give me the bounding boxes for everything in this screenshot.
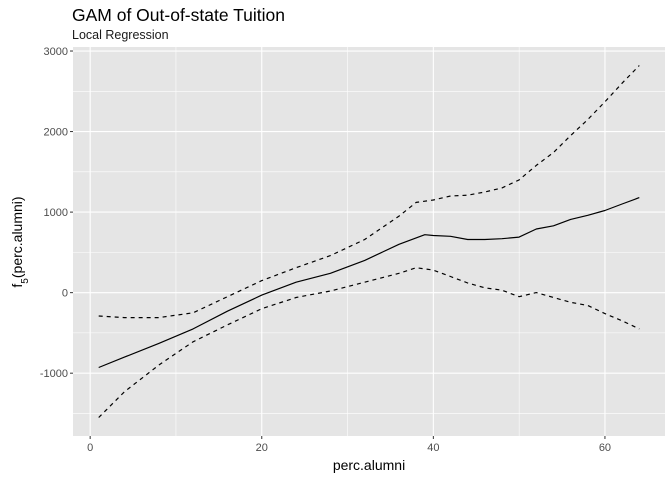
chart-title: GAM of Out-of-state Tuition [72, 5, 285, 25]
y-tick-label: 1000 [44, 207, 68, 219]
chart-subtitle: Local Regression [72, 28, 169, 42]
y-axis-title-subscript: 5 [20, 278, 31, 284]
y-axis-title: f5(perc.alumni) [9, 196, 31, 287]
series-line-3 [98, 267, 640, 418]
y-tick-label: 2000 [44, 127, 68, 139]
y-tick-label: 0 [62, 288, 68, 300]
x-tick-label: 60 [599, 442, 611, 454]
y-tick-label: -1000 [40, 368, 68, 380]
series-line-1 [98, 197, 640, 369]
y-tick-label: 3000 [44, 46, 68, 58]
grid-lines [73, 47, 665, 436]
x-tick-label: 20 [256, 442, 268, 454]
x-axis-title: perc.alumni [333, 457, 405, 473]
plot-panel [73, 47, 665, 436]
y-axis-title-suffix: (perc.alumni) [9, 196, 25, 278]
y-axis-title-prefix: f [9, 284, 25, 288]
series-line-2 [98, 65, 640, 319]
x-tick-label: 40 [427, 442, 439, 454]
axis-ticks: 0 20 40 60 -1000 0 1000 2000 3000 [40, 46, 611, 454]
x-tick-label: 0 [87, 442, 93, 454]
series-lines [98, 65, 640, 418]
